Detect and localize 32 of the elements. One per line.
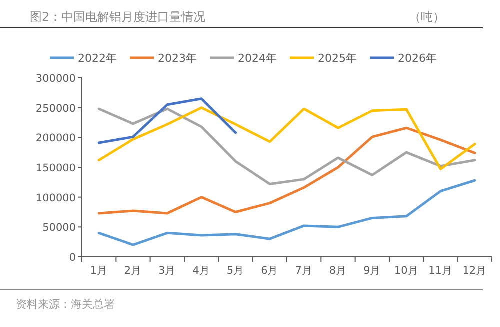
y-tick-label: 300000 bbox=[36, 73, 76, 85]
x-tick-label: 10月 bbox=[394, 265, 419, 277]
y-tick-label: 100000 bbox=[36, 192, 76, 204]
legend-label: 2026年 bbox=[398, 52, 437, 65]
x-tick-label: 1月 bbox=[90, 265, 108, 277]
line-series bbox=[98, 108, 476, 186]
line-series bbox=[98, 126, 476, 215]
y-tick-label: 50000 bbox=[42, 222, 76, 234]
x-tick-label: 5月 bbox=[226, 265, 245, 277]
y-tick-label: 200000 bbox=[36, 132, 76, 145]
x-tick-label: 12月 bbox=[462, 265, 488, 277]
y-tick-label: 150000 bbox=[36, 162, 76, 174]
chart-subtitle: （吨） bbox=[409, 10, 445, 24]
chart-title: 图2：中国电解铝月度进口量情况 bbox=[30, 10, 206, 24]
x-tick-label: 9月 bbox=[364, 265, 382, 277]
x-tick-label: 8月 bbox=[329, 265, 348, 277]
y-tick-label: 250000 bbox=[36, 102, 76, 115]
x-tick-label: 3月 bbox=[158, 265, 176, 277]
legend-label: 2025年 bbox=[318, 52, 357, 65]
x-tick-label: 7月 bbox=[295, 265, 313, 277]
line-series bbox=[98, 179, 476, 246]
legend-label: 2022年 bbox=[78, 52, 117, 65]
line-series bbox=[98, 98, 237, 144]
x-tick-label: 11月 bbox=[428, 265, 453, 277]
x-tick-label: 2月 bbox=[124, 265, 142, 277]
y-tick-label: 0 bbox=[69, 252, 76, 264]
x-tick-label: 6月 bbox=[261, 265, 279, 277]
legend-label: 2024年 bbox=[238, 52, 277, 65]
line-series bbox=[98, 106, 476, 171]
x-tick-label: 4月 bbox=[192, 265, 210, 277]
text: 资料来源：海关总署 bbox=[16, 298, 115, 311]
legend-label: 2023年 bbox=[158, 52, 197, 65]
